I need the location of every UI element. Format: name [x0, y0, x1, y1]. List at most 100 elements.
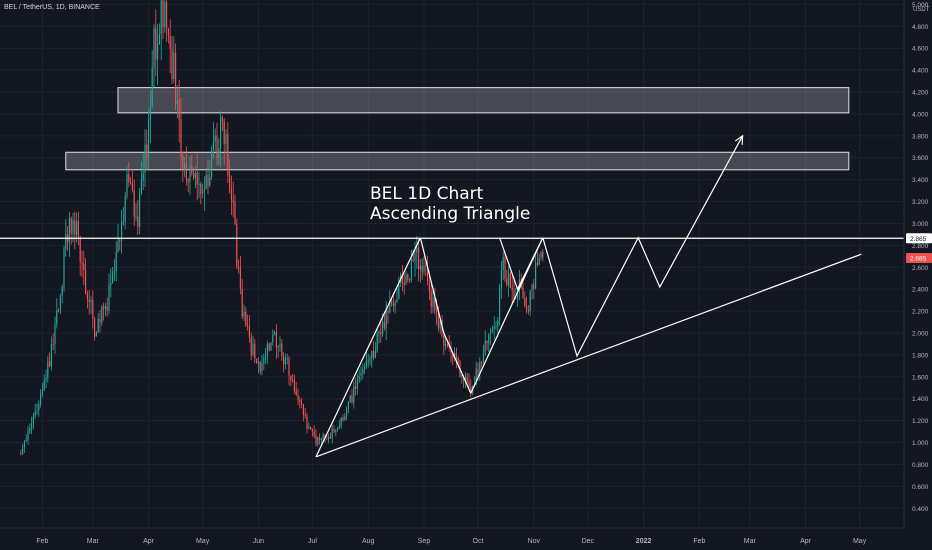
candle-body [412, 259, 414, 261]
candle-body [79, 237, 81, 263]
candle-body [149, 105, 151, 121]
candle-body [475, 368, 477, 385]
y-tick-label: 4.200 [912, 90, 929, 97]
candle-body [58, 310, 60, 312]
symbol-label: BEL / TetherUS, 1D, BINANCE [4, 4, 100, 11]
candle-body [61, 286, 63, 296]
candle-body [65, 234, 67, 249]
y-tick-label: 1.600 [912, 374, 929, 381]
candle-body [509, 273, 511, 288]
candle-body [464, 376, 466, 381]
zone-resistance-upper [117, 87, 850, 114]
candle-body [322, 434, 324, 439]
candle-body [428, 281, 430, 292]
candle-body [293, 379, 295, 391]
candle-body [418, 247, 420, 270]
candle-body [187, 179, 189, 182]
candle-body [178, 100, 180, 120]
candle-body [173, 52, 175, 80]
horizontal-line-price-label: 2.865 [910, 236, 927, 243]
candle-body [491, 328, 493, 332]
candle-body [88, 299, 90, 302]
candle-body [101, 306, 103, 323]
candle-body [346, 409, 348, 416]
candle-body [94, 318, 96, 337]
y-tick-label: 3.800 [912, 133, 929, 140]
candle-body [243, 312, 245, 317]
candle-body [468, 381, 470, 388]
candle-body [23, 441, 25, 448]
candle-body [513, 290, 515, 299]
candle-body [49, 361, 51, 367]
candle-body [315, 435, 317, 445]
candle-body [169, 35, 171, 49]
candle-body [207, 174, 209, 186]
candle-body [347, 401, 349, 410]
candle-body [211, 149, 213, 178]
candle-body [270, 342, 272, 351]
candle-body [158, 34, 160, 45]
candle-body [113, 271, 115, 274]
candle-body [252, 343, 254, 356]
y-tick-label: 1.400 [912, 396, 929, 403]
candle-body [335, 430, 337, 433]
x-tick-label: 2022 [636, 538, 652, 545]
candle-body [286, 358, 288, 360]
candle-body [446, 344, 448, 346]
annotation-subtitle: Ascending Triangle [370, 204, 530, 224]
candle-body [295, 390, 297, 395]
candle-body [70, 218, 72, 234]
candle-body [389, 300, 391, 313]
candle-body [524, 298, 526, 306]
candle-body [481, 361, 483, 363]
candle-body [119, 240, 121, 242]
candle-body [250, 337, 252, 356]
candle-body [115, 252, 117, 272]
candle-body [279, 343, 281, 346]
x-tick-label: May [853, 538, 867, 545]
candle-body [261, 362, 263, 372]
candle-body [133, 190, 135, 217]
candle-body [43, 380, 45, 391]
zone-resistance-lower [65, 151, 850, 171]
candle-body [302, 404, 304, 415]
candle-body [495, 325, 497, 327]
candle-body [214, 135, 216, 142]
current-price-tag [906, 252, 932, 263]
candle-body [50, 344, 52, 367]
candle-body [497, 320, 499, 326]
candle-body [203, 189, 205, 192]
x-tick-label: Sep [418, 538, 431, 545]
candle-body [403, 283, 405, 285]
candle-body [533, 284, 535, 289]
candle-body [77, 220, 79, 238]
y-tick-label: 1.000 [912, 440, 929, 447]
x-tick-label: Nov [528, 538, 541, 545]
sep-swing-zigzag [419, 237, 472, 394]
candle-body [27, 431, 29, 441]
candle-body [436, 309, 438, 313]
candle-body [356, 379, 358, 389]
candle-body [171, 48, 173, 80]
price-axis-bg [904, 0, 932, 550]
candle-body [247, 325, 249, 327]
candle-body [56, 310, 58, 325]
y-tick-label: 3.600 [912, 155, 929, 162]
candle-body [304, 414, 306, 416]
candle-body [407, 275, 409, 280]
candle-body [488, 334, 490, 344]
candle-body [140, 180, 142, 194]
candle-body [506, 278, 508, 286]
candle-body [68, 218, 70, 243]
y-tick-label: 2.600 [912, 265, 929, 272]
candle-body [106, 306, 108, 311]
candle-body [256, 358, 258, 364]
candle-body [45, 377, 47, 381]
candle-body [445, 344, 447, 346]
candle-body [167, 29, 169, 36]
candle-body [277, 345, 279, 348]
right-rise-line [470, 237, 544, 394]
candle-body [22, 447, 24, 454]
